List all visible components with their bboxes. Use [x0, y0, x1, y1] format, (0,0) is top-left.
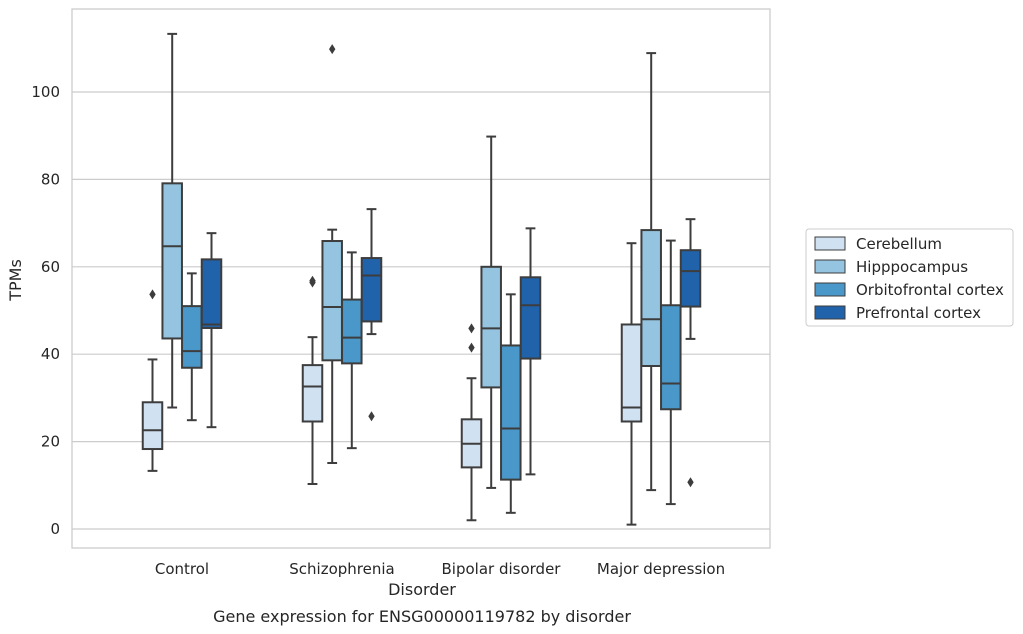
legend-frame [805, 228, 1014, 327]
legend: Cerebellum Hipppocampus Orbitofrontal cort… [805, 228, 1014, 327]
y-tick-label: 60 [41, 258, 60, 276]
outlier-point [468, 342, 475, 353]
legend-label: Cerebellum [856, 235, 942, 253]
box-hipppocampus [640, 52, 662, 492]
legend-swatch [814, 282, 846, 297]
box-iqr [620, 323, 643, 423]
legend-swatch [814, 236, 846, 251]
outlier-point [329, 44, 336, 55]
x-tick-label: Control [155, 560, 209, 578]
chart-caption: Gene expression for ENSG00000119782 by d… [213, 607, 631, 626]
box-orbitofrontal-cortex [660, 239, 682, 506]
box-orbitofrontal-cortex [341, 251, 363, 450]
box-hipppocampus [161, 32, 183, 409]
box-iqr [519, 276, 542, 360]
box-iqr [640, 229, 662, 367]
x-tick-label: Schizophrenia [289, 560, 394, 578]
box-orbitofrontal-cortex [500, 293, 522, 514]
box-prefrontal-cortex [360, 208, 383, 422]
box-hipppocampus [480, 135, 502, 489]
legend-label: Hipppocampus [856, 258, 968, 276]
box-orbitofrontal-cortex [181, 272, 203, 422]
legend-label: Prefrontal cortex [856, 304, 981, 322]
x-tick-label: Major depression [597, 560, 725, 578]
box-cerebellum [460, 323, 483, 522]
box-iqr [341, 298, 363, 365]
outlier-point [149, 289, 156, 300]
legend-swatch [814, 305, 846, 320]
box-iqr [500, 344, 522, 481]
box-hipppocampus [321, 44, 343, 465]
box-cerebellum [620, 242, 643, 526]
box-iqr [660, 304, 682, 411]
x-tick-label: Bipolar disorder [442, 560, 562, 578]
box-iqr [301, 364, 324, 423]
box-iqr [480, 265, 502, 389]
box-iqr [679, 249, 702, 308]
x-tick-labels: Control Schizophrenia Bipolar disorder Majo… [155, 560, 725, 578]
outlier-point [309, 277, 316, 288]
box-iqr [141, 401, 164, 451]
box-iqr [360, 257, 383, 323]
y-tick-label: 80 [41, 170, 60, 188]
box-iqr [181, 305, 203, 369]
box-cerebellum [141, 289, 164, 472]
outlier-point [687, 477, 694, 488]
legend-swatch [814, 259, 846, 274]
boxes [141, 32, 702, 526]
outlier-point [468, 323, 475, 334]
x-axis-label: Disorder [388, 580, 456, 599]
outlier-point [368, 411, 375, 422]
y-tick-label: 100 [31, 83, 60, 101]
y-tick-label: 20 [41, 433, 60, 451]
y-tick-label: 0 [50, 520, 60, 538]
box-prefrontal-cortex [200, 232, 223, 429]
box-prefrontal-cortex [679, 218, 702, 488]
box-prefrontal-cortex [519, 227, 542, 476]
box-iqr [321, 240, 343, 362]
box-cerebellum [301, 275, 324, 485]
box-iqr [200, 258, 223, 329]
y-axis-label: TPMs [6, 259, 25, 302]
box-iqr [161, 182, 183, 340]
legend-label: Orbitofrontal cortex [856, 281, 1004, 299]
y-tick-label: 40 [41, 345, 60, 363]
y-tick-labels: 0 20 40 60 80 100 [31, 83, 60, 538]
